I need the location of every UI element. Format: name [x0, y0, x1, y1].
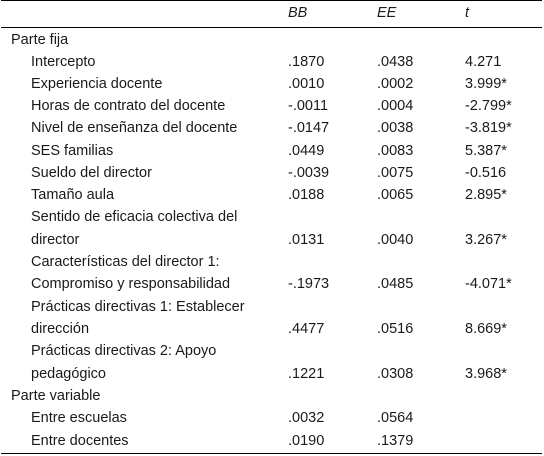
- row-ee: .0564: [377, 410, 414, 426]
- row-label: SES familias: [31, 143, 114, 159]
- row-label: Compromiso y responsabilidad: [31, 276, 231, 292]
- row-label: dirección: [31, 321, 90, 337]
- row-t: 3.267*: [465, 232, 507, 248]
- row-label: director: [31, 232, 80, 248]
- table-row: pedagógico .1221 .0308 3.968*: [1, 363, 542, 385]
- row-bb: .1221: [288, 366, 325, 382]
- row-bb: .0188: [288, 187, 325, 203]
- row-ee: .0308: [377, 366, 414, 382]
- row-t: -0.516: [465, 165, 507, 181]
- row-t: 3.999*: [465, 76, 507, 92]
- section-fixed: Parte fija: [1, 29, 542, 51]
- table-row: SES familias .0449 .0083 5.387*: [1, 140, 542, 162]
- row-bb: .0131: [288, 232, 325, 248]
- row-bb: .0190: [288, 433, 325, 449]
- row-ee: .0438: [377, 54, 414, 70]
- table-row: Nivel de enseñanza del docente -.0147 .0…: [1, 117, 542, 139]
- bottom-rule: [1, 453, 542, 454]
- section-variable-label: Parte variable: [11, 388, 101, 404]
- row-bb: -.0039: [288, 165, 330, 181]
- row-t: -2.799*: [465, 98, 512, 114]
- row-t: 4.271: [465, 54, 502, 70]
- table-row: Tamaño aula .0188 .0065 2.895*: [1, 184, 542, 206]
- row-t: 8.669*: [465, 321, 507, 337]
- row-bb: -.0147: [288, 120, 330, 136]
- row-ee: .0083: [377, 143, 414, 159]
- row-label: Prácticas directivas 2: Apoyo: [31, 343, 217, 359]
- row-label: Prácticas directivas 1: Establecer: [31, 299, 245, 315]
- header-t: t: [465, 5, 470, 21]
- row-bb: .1870: [288, 54, 325, 70]
- row-ee: .0038: [377, 120, 414, 136]
- row-bb: .0449: [288, 143, 325, 159]
- row-label: Entre docentes: [31, 433, 129, 449]
- row-t: 2.895*: [465, 187, 507, 203]
- row-label: Tamaño aula: [31, 187, 115, 203]
- section-fixed-label: Parte fija: [11, 32, 69, 48]
- table-row: dirección .4477 .0516 8.669*: [1, 318, 542, 340]
- header-ee: EE: [377, 5, 397, 21]
- row-bb: .0032: [288, 410, 325, 426]
- table-row-label-line1: Sentido de eficacia colectiva del: [1, 206, 542, 228]
- row-t: 3.968*: [465, 366, 507, 382]
- table-row: director .0131 .0040 3.267*: [1, 229, 542, 251]
- table-row: Intercepto .1870 .0438 4.271: [1, 51, 542, 73]
- table-row-label-line1: Prácticas directivas 1: Establecer: [1, 296, 542, 318]
- row-t: -3.819*: [465, 120, 512, 136]
- row-bb: -.1973: [288, 276, 330, 292]
- table-row: Experiencia docente .0010 .0002 3.999*: [1, 73, 542, 95]
- row-label: pedagógico: [31, 366, 106, 382]
- table-row: Sueldo del director -.0039 .0075 -0.516: [1, 162, 542, 184]
- row-ee: .0516: [377, 321, 414, 337]
- row-label: Sueldo del director: [31, 165, 152, 181]
- row-ee: .0004: [377, 98, 414, 114]
- top-rule: [1, 0, 542, 1]
- row-ee: .0065: [377, 187, 414, 203]
- row-ee: .0002: [377, 76, 414, 92]
- table-row-label-line1: Características del director 1:: [1, 251, 542, 273]
- header-row: BB EE t: [1, 2, 542, 24]
- row-t: 5.387*: [465, 143, 507, 159]
- table-row: Entre docentes .0190 .1379: [1, 430, 542, 452]
- row-bb: -.0011: [288, 98, 329, 114]
- row-label: Sentido de eficacia colectiva del: [31, 209, 238, 225]
- section-variable: Parte variable: [1, 385, 542, 407]
- header-rule: [1, 27, 542, 28]
- row-bb: .4477: [288, 321, 325, 337]
- table-row-label-line1: Prácticas directivas 2: Apoyo: [1, 340, 542, 362]
- row-label: Experiencia docente: [31, 76, 163, 92]
- row-label: Entre escuelas: [31, 410, 127, 426]
- row-ee: .0485: [377, 276, 414, 292]
- row-label: Horas de contrato del docente: [31, 98, 226, 114]
- row-ee: .1379: [377, 433, 414, 449]
- row-t: -4.071*: [465, 276, 512, 292]
- row-label: Características del director 1:: [31, 254, 220, 270]
- row-label: Intercepto: [31, 54, 96, 70]
- row-ee: .0040: [377, 232, 414, 248]
- row-label: Nivel de enseñanza del docente: [31, 120, 238, 136]
- header-bb: BB: [288, 5, 308, 21]
- row-bb: .0010: [288, 76, 325, 92]
- table-row: Entre escuelas .0032 .0564: [1, 407, 542, 429]
- table-row: Horas de contrato del docente -.0011 .00…: [1, 95, 542, 117]
- row-ee: .0075: [377, 165, 414, 181]
- table-row: Compromiso y responsabilidad -.1973 .048…: [1, 273, 542, 295]
